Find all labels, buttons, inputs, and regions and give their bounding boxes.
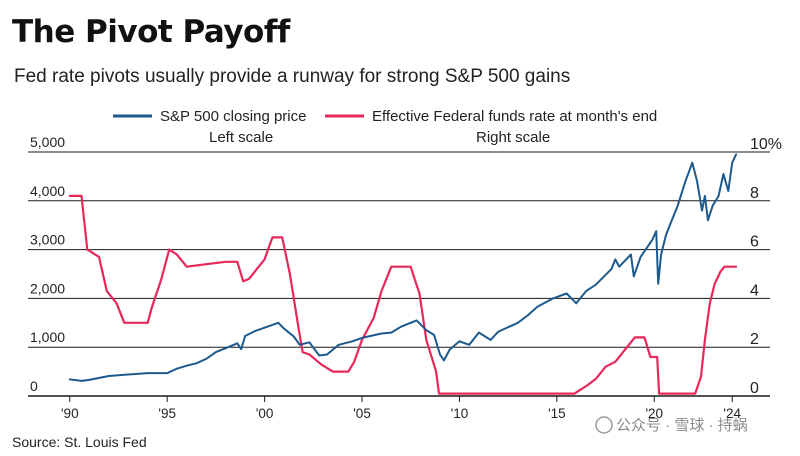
x-tick-label: '24	[723, 406, 741, 421]
y-right-tick-label: 4	[750, 282, 759, 299]
x-axis-ticks: '90 '95 '00 '05 '10 '15 '20 '24	[61, 396, 741, 421]
chart-title: The Pivot Payoff	[12, 14, 290, 50]
x-tick-label: '15	[548, 406, 566, 421]
x-tick-label: '20	[645, 406, 663, 421]
fed-funds-line	[68, 194, 738, 395]
sp500-line	[68, 153, 738, 382]
legend-label-fed-funds: Effective Federal funds rate at month's …	[372, 108, 657, 125]
legend: S&P 500 closing price Effective Federal …	[113, 108, 657, 125]
y-axis-left-ticks: 0 1,000 2,000 3,000 4,000 5,000	[30, 134, 65, 394]
y-right-tick-label: 10%	[750, 136, 782, 153]
chart-subtitle: Fed rate pivots usually provide a runway…	[14, 66, 571, 87]
x-tick-label: '95	[158, 406, 176, 421]
y-left-tick-label: 1,000	[30, 329, 65, 345]
x-tick-label: '90	[61, 406, 79, 421]
x-tick-label: '00	[256, 406, 274, 421]
y-left-tick-label: 3,000	[30, 232, 65, 248]
wechat-icon	[595, 416, 613, 434]
right-scale-label: Right scale	[476, 129, 550, 146]
watermark-text: 公众号 · 雪球 · 持蜗	[616, 417, 748, 434]
x-tick-label: '10	[451, 406, 469, 421]
x-tick-label: '05	[353, 406, 371, 421]
y-left-tick-label: 5,000	[30, 134, 65, 150]
source-note: Source: St. Louis Fed	[12, 434, 147, 450]
legend-label-sp500: S&P 500 closing price	[160, 108, 306, 125]
y-axis-right-ticks: 0 2 4 6 8 10%	[750, 136, 782, 397]
y-right-tick-label: 0	[750, 380, 759, 397]
watermark: 公众号 · 雪球 · 持蜗	[595, 416, 748, 434]
series-layer	[68, 153, 738, 395]
y-right-tick-label: 2	[750, 331, 759, 348]
y-right-tick-label: 8	[750, 185, 759, 202]
left-scale-label: Left scale	[209, 129, 273, 146]
y-left-tick-label: 4,000	[30, 183, 65, 199]
y-left-tick-label: 2,000	[30, 280, 65, 296]
y-right-tick-label: 6	[750, 234, 759, 251]
y-left-tick-label: 0	[30, 378, 38, 394]
